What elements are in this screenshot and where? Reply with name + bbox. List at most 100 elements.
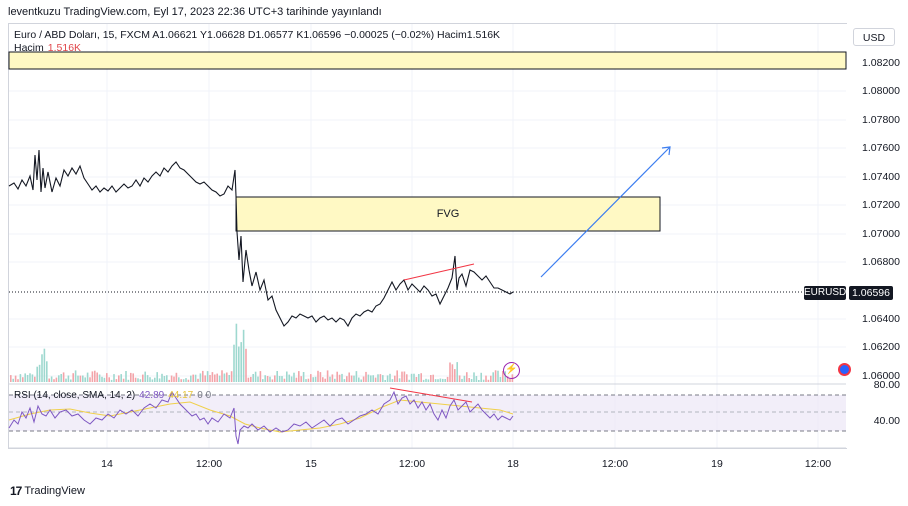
volume-bar <box>415 377 418 382</box>
time-tick: 15 <box>305 458 317 470</box>
flash-icon[interactable]: ⚡ <box>503 362 520 379</box>
volume-bars <box>10 323 514 382</box>
volume-bar <box>499 377 502 382</box>
volume-bar <box>442 378 444 382</box>
volume-bar <box>382 375 384 382</box>
volume-bar <box>473 372 475 382</box>
volume-bar <box>257 376 259 382</box>
divergence-line-price[interactable] <box>403 263 475 281</box>
price-tick: 1.07400 <box>862 171 900 183</box>
divergence-line-rsi[interactable] <box>389 387 473 403</box>
volume-bar <box>144 371 146 382</box>
price-tick: 1.06000 <box>862 370 900 382</box>
volume-bar <box>336 371 338 382</box>
volume-bar <box>182 379 185 382</box>
volume-bar <box>379 374 382 382</box>
volume-bar <box>430 375 432 382</box>
volume-bar <box>276 371 278 382</box>
volume-bar <box>202 370 204 382</box>
volume-bar <box>86 372 89 382</box>
price-tick: 1.07800 <box>862 114 900 126</box>
volume-bar <box>439 378 442 382</box>
volume-bar <box>408 379 410 382</box>
volume-bar <box>190 375 192 382</box>
volume-bar <box>245 348 247 382</box>
volume-bar <box>12 378 14 382</box>
volume-bar <box>446 376 449 382</box>
volume-bar <box>250 376 252 382</box>
price-tick: 1.06400 <box>862 313 900 325</box>
volume-bar <box>110 379 113 382</box>
tradingview-logo[interactable]: 17 TradingView <box>10 484 85 498</box>
tradingview-logo-icon: 17 <box>10 484 22 498</box>
rsi-tick: 80.00 <box>873 379 900 391</box>
volume-bar <box>360 379 362 382</box>
volume-bar <box>497 370 499 382</box>
volume-bar <box>281 376 283 382</box>
currency-button[interactable]: USD <box>853 28 895 46</box>
volume-bar <box>437 379 439 382</box>
price-tick: 1.06200 <box>862 341 900 353</box>
volume-bar <box>322 377 324 382</box>
volume-bar <box>170 375 173 382</box>
volume-bar <box>214 374 216 382</box>
volume-bar <box>36 366 38 382</box>
symbol-tag: EURUSD <box>804 286 847 300</box>
price-tick: 1.08000 <box>862 85 900 97</box>
volume-bar <box>55 377 58 382</box>
volume-bar <box>444 379 446 382</box>
time-tick: 12:00 <box>195 458 223 470</box>
volume-bar <box>151 379 154 382</box>
volume-bar <box>418 374 420 382</box>
volume-bar <box>480 372 482 382</box>
volume-value: 1.516K <box>47 42 82 54</box>
globe-icon[interactable] <box>838 363 851 376</box>
brand-name: TradingView <box>24 485 85 497</box>
volume-bar <box>194 374 197 382</box>
volume-bar <box>274 375 276 382</box>
volume-bar <box>238 346 240 382</box>
rsi-pane <box>8 383 846 445</box>
volume-bar <box>10 375 12 382</box>
volume-bar <box>398 378 401 382</box>
volume-bar <box>178 377 180 382</box>
volume-bar <box>139 379 142 382</box>
volume-bar <box>506 376 509 382</box>
volume-bar <box>348 372 350 382</box>
volume-bar <box>425 378 427 382</box>
volume-bar <box>374 377 377 382</box>
volume-bar <box>482 379 485 382</box>
volume-bar <box>487 379 490 382</box>
time-tick: 12:00 <box>398 458 426 470</box>
volume-bar <box>317 370 319 382</box>
projection-arrow[interactable] <box>540 146 671 278</box>
volume-bar <box>331 374 334 382</box>
volume-bar <box>269 376 271 382</box>
volume-bar <box>314 376 317 382</box>
rsi-sma-value: 44.17 <box>168 390 194 401</box>
time-tick: 19 <box>711 458 723 470</box>
volume-bar <box>103 377 106 382</box>
volume-bar <box>454 369 456 382</box>
volume-bar <box>461 378 463 382</box>
volume-bar <box>168 379 170 382</box>
volume-bar <box>77 375 79 382</box>
rsi-band <box>9 395 846 431</box>
volume-bar <box>346 376 348 382</box>
volume-bar <box>434 379 437 382</box>
volume-bar <box>43 348 46 382</box>
volume-bar <box>290 376 293 382</box>
volume-bar <box>22 377 24 382</box>
volume-bar <box>338 374 341 382</box>
volume-bar <box>149 377 151 382</box>
top-zone[interactable] <box>8 51 847 70</box>
volume-bar <box>259 371 262 382</box>
volume-bar <box>84 377 86 382</box>
volume-bar <box>358 377 360 382</box>
volume-bar <box>413 373 415 382</box>
volume-bar <box>362 376 365 382</box>
volume-bar <box>470 379 473 382</box>
volume-bar <box>329 376 331 382</box>
rsi-value: 42.89 <box>139 390 165 401</box>
